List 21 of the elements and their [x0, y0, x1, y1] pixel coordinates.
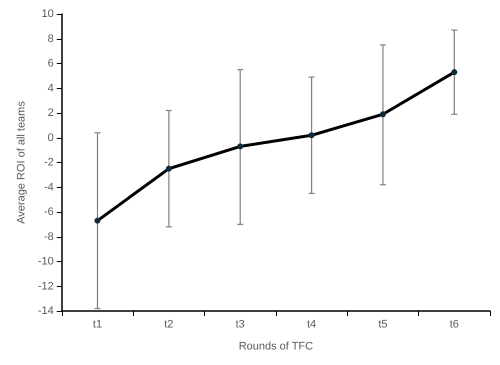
x-tick-label: t2: [164, 318, 174, 330]
x-tick-label: t4: [306, 318, 316, 330]
y-tick-label: -4: [44, 181, 54, 194]
x-tick-label: t1: [92, 318, 102, 330]
x-tick-label: t3: [236, 318, 245, 330]
y-tick-label: 0: [48, 132, 54, 144]
y-axis-title: Average ROI of all teams: [16, 100, 28, 224]
y-tick-label: -2: [44, 156, 54, 168]
x-axis-title: Rounds of TFC: [238, 340, 314, 352]
y-tick-label: 6: [48, 58, 54, 70]
x-tick-label: t6: [450, 318, 459, 330]
y-tick-label: 4: [48, 82, 54, 94]
y-tick-label: 2: [48, 107, 54, 119]
y-tick-label: 10: [42, 8, 54, 20]
y-tick-label: -10: [38, 256, 54, 268]
y-tick-label: -14: [38, 305, 54, 317]
y-tick-label: 8: [48, 32, 54, 45]
y-tick-label: -6: [44, 206, 54, 218]
x-tick-label: t5: [378, 318, 388, 330]
y-tick-label: -12: [38, 280, 54, 292]
y-tick-label: -8: [44, 230, 54, 243]
